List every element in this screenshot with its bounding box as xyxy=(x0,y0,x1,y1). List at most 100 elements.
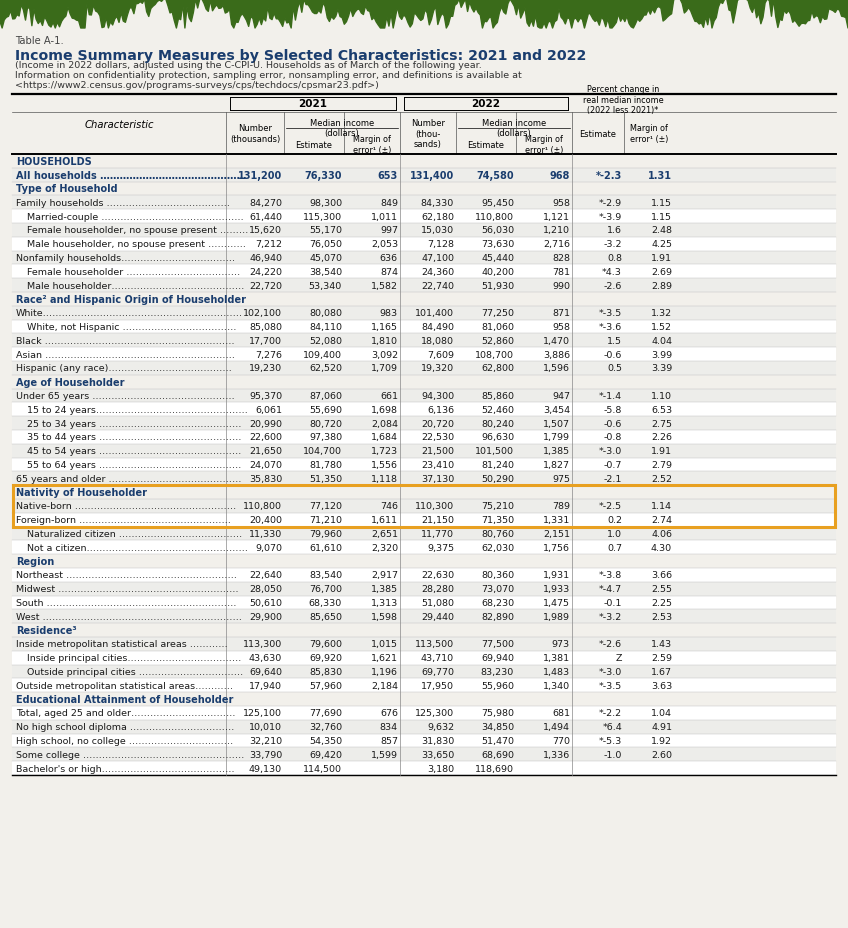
Text: 4.04: 4.04 xyxy=(651,337,672,345)
Text: 2.55: 2.55 xyxy=(651,585,672,594)
Text: Naturalized citizen …………………………………: Naturalized citizen ………………………………… xyxy=(27,530,243,538)
Text: 3.66: 3.66 xyxy=(651,571,672,580)
Text: Some college ……………………………………………: Some college …………………………………………… xyxy=(16,750,244,759)
Text: 62,800: 62,800 xyxy=(481,364,514,373)
Text: 1.0: 1.0 xyxy=(607,530,622,538)
Text: 73,070: 73,070 xyxy=(481,585,514,594)
Bar xyxy=(12,472,836,485)
Text: 114,500: 114,500 xyxy=(303,764,342,773)
Text: 1.91: 1.91 xyxy=(651,446,672,456)
Text: 681: 681 xyxy=(552,709,570,717)
Text: 50,290: 50,290 xyxy=(481,474,514,483)
Text: 1.5: 1.5 xyxy=(607,337,622,345)
Text: 85,830: 85,830 xyxy=(309,667,342,677)
Text: *-2.2: *-2.2 xyxy=(599,709,622,717)
Text: 2.25: 2.25 xyxy=(651,599,672,607)
Text: 947: 947 xyxy=(552,392,570,401)
Text: 15,030: 15,030 xyxy=(421,226,454,235)
Text: 874: 874 xyxy=(380,267,398,277)
Text: 55,690: 55,690 xyxy=(309,406,342,415)
Text: 102,100: 102,100 xyxy=(243,309,282,318)
Text: 20,400: 20,400 xyxy=(249,516,282,524)
Text: 43,710: 43,710 xyxy=(421,653,454,663)
Text: 3,454: 3,454 xyxy=(543,406,570,415)
Text: 115,300: 115,300 xyxy=(303,213,342,222)
Text: 2021: 2021 xyxy=(298,99,327,109)
Text: 1,810: 1,810 xyxy=(371,337,398,345)
Text: 61,440: 61,440 xyxy=(249,213,282,222)
Text: 1,340: 1,340 xyxy=(543,681,570,690)
Bar xyxy=(12,445,836,458)
Bar xyxy=(12,238,836,251)
Text: 15 to 24 years…………………………………………: 15 to 24 years………………………………………… xyxy=(27,406,248,415)
Bar xyxy=(12,651,836,664)
Bar xyxy=(12,417,836,431)
Text: 113,300: 113,300 xyxy=(243,639,282,649)
Text: 21,500: 21,500 xyxy=(421,446,454,456)
Text: 3.99: 3.99 xyxy=(651,350,672,359)
Text: 80,080: 80,080 xyxy=(309,309,342,318)
Text: 35 to 44 years ………………………………………: 35 to 44 years ……………………………………… xyxy=(27,433,242,442)
Text: Characteristic: Characteristic xyxy=(84,120,153,130)
Text: 968: 968 xyxy=(550,171,570,181)
Text: 84,330: 84,330 xyxy=(421,199,454,208)
Text: *-3.0: *-3.0 xyxy=(599,446,622,456)
Text: 22,640: 22,640 xyxy=(249,571,282,580)
Text: Age of Householder: Age of Householder xyxy=(16,378,125,387)
Bar xyxy=(12,389,836,403)
Text: 87,060: 87,060 xyxy=(309,392,342,401)
Text: 94,300: 94,300 xyxy=(421,392,454,401)
Bar xyxy=(12,265,836,279)
Text: 990: 990 xyxy=(552,281,570,290)
Text: 77,690: 77,690 xyxy=(309,709,342,717)
Text: 125,300: 125,300 xyxy=(415,709,454,717)
Text: *-1.4: *-1.4 xyxy=(599,392,622,401)
Text: Margin of
error¹ (±): Margin of error¹ (±) xyxy=(525,135,563,155)
Text: 69,940: 69,940 xyxy=(481,653,514,663)
Text: 22,630: 22,630 xyxy=(421,571,454,580)
Text: 55,960: 55,960 xyxy=(481,681,514,690)
Bar xyxy=(12,320,836,334)
Bar xyxy=(12,720,836,734)
Text: 9,632: 9,632 xyxy=(427,722,454,731)
Text: 1,756: 1,756 xyxy=(543,543,570,552)
Text: 84,110: 84,110 xyxy=(309,323,342,331)
Text: 51,930: 51,930 xyxy=(481,281,514,290)
Bar xyxy=(12,431,836,445)
Text: 6,136: 6,136 xyxy=(427,406,454,415)
Text: 85,860: 85,860 xyxy=(481,392,514,401)
Text: 80,360: 80,360 xyxy=(481,571,514,580)
Bar xyxy=(12,251,836,265)
Text: Female householder ………………………………: Female householder ……………………………… xyxy=(27,267,240,277)
Text: 7,276: 7,276 xyxy=(255,350,282,359)
Text: 1,709: 1,709 xyxy=(371,364,398,373)
Text: 1.15: 1.15 xyxy=(651,213,672,222)
Text: Inside principal cities………………………………: Inside principal cities……………………………… xyxy=(27,653,242,663)
Text: 4.06: 4.06 xyxy=(651,530,672,538)
Bar xyxy=(12,748,836,761)
Text: 21,650: 21,650 xyxy=(249,446,282,456)
Bar xyxy=(12,527,836,541)
Text: *-5.3: *-5.3 xyxy=(599,736,622,745)
Text: *-2.9: *-2.9 xyxy=(599,199,622,208)
Text: 73,630: 73,630 xyxy=(481,240,514,249)
Text: 2.69: 2.69 xyxy=(651,267,672,277)
Text: 95,370: 95,370 xyxy=(248,392,282,401)
Text: 82,890: 82,890 xyxy=(481,612,514,621)
Text: 38,540: 38,540 xyxy=(309,267,342,277)
Text: 45 to 54 years ………………………………………: 45 to 54 years ……………………………………… xyxy=(27,446,242,456)
Text: 1.6: 1.6 xyxy=(607,226,622,235)
Text: Male householder……………………………………: Male householder…………………………………… xyxy=(27,281,244,290)
Text: 77,250: 77,250 xyxy=(481,309,514,318)
Text: 69,420: 69,420 xyxy=(309,750,342,759)
Text: 1,165: 1,165 xyxy=(371,323,398,331)
Text: 77,120: 77,120 xyxy=(309,502,342,510)
Text: *-3.0: *-3.0 xyxy=(599,667,622,677)
Text: 28,280: 28,280 xyxy=(421,585,454,594)
Text: 857: 857 xyxy=(380,736,398,745)
Text: 2,151: 2,151 xyxy=(543,530,570,538)
Text: Estimate: Estimate xyxy=(295,140,332,149)
Text: High school, no college ……………………………: High school, no college …………………………… xyxy=(16,736,233,745)
Text: 1,381: 1,381 xyxy=(543,653,570,663)
Text: 4.91: 4.91 xyxy=(651,722,672,731)
